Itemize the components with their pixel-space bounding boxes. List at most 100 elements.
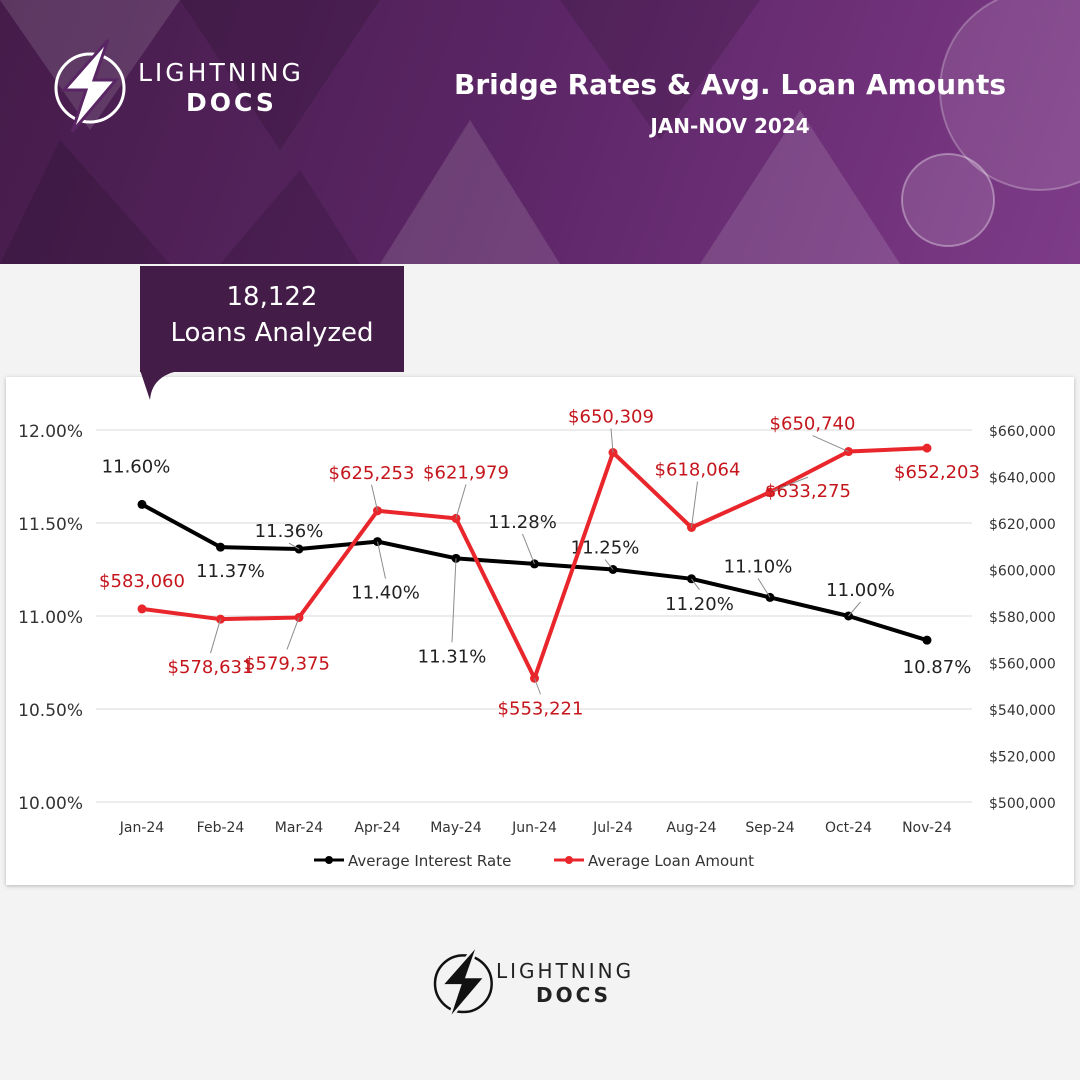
label-leader-line [534, 678, 541, 695]
legend-entry: Average Interest Rate [348, 852, 511, 870]
decorative-bubbles [901, 0, 1080, 247]
x-tick-label: Jan-24 [119, 820, 165, 836]
y-right-tick-label: $600,000 [989, 564, 1056, 580]
data-point [844, 447, 853, 457]
data-label: 11.20% [665, 594, 734, 615]
y-left-tick-label: 10.00% [18, 794, 83, 814]
y-right-tick-label: $560,000 [989, 657, 1056, 673]
data-label: 11.28% [488, 512, 557, 533]
data-point [137, 499, 147, 509]
data-label: 11.00% [826, 580, 895, 601]
data-label: $625,253 [329, 463, 415, 484]
x-tick-label: Feb-24 [197, 820, 245, 836]
label-leader-line [455, 484, 467, 519]
chart: 10.00% 10.50% 11.00% 11.50% 12.00% $500,000 $5… [18, 407, 1056, 870]
label-leader-line [377, 541, 386, 579]
label-leader-line [451, 558, 457, 643]
data-label: $650,740 [770, 414, 856, 435]
lightning-bolt-icon [433, 942, 493, 1022]
label-leader-line [604, 559, 614, 570]
data-label: $633,275 [765, 481, 851, 502]
data-label: $652,203 [894, 462, 980, 483]
label-leader-line [371, 484, 378, 511]
data-point [216, 542, 225, 552]
label-leader-line [757, 578, 771, 598]
loans-count: 18,122 [226, 282, 318, 312]
page-subtitle: JAN-NOV 2024 [650, 114, 810, 138]
x-tick-label: Nov-24 [902, 820, 952, 836]
data-label: $621,979 [423, 462, 509, 483]
y-right-tick-label: $520,000 [989, 750, 1056, 766]
data-label: $579,375 [244, 653, 330, 674]
data-point [765, 592, 775, 602]
data-point [137, 604, 147, 614]
header-banner: LIGHTNING DOCS Bridge Rates & Avg. Loan … [0, 0, 1080, 264]
data-label: $650,309 [568, 407, 654, 428]
legend-entry: Average Loan Amount [588, 852, 754, 870]
logo-wordmark-bottom: DOCS [186, 88, 277, 117]
x-tick-label: Oct-24 [825, 820, 872, 836]
label-leader-line [288, 542, 300, 550]
lightning-bolt-icon [54, 39, 126, 133]
y-left-tick-label: 10.50% [18, 701, 83, 721]
x-tick-label: Jun-24 [511, 820, 557, 836]
data-label: 11.10% [724, 556, 793, 577]
footer-wordmark-top: LIGHTNING [496, 959, 635, 983]
data-label: 11.60% [102, 456, 171, 477]
data-point [922, 443, 932, 453]
y-right-tick-label: $660,000 [989, 424, 1056, 440]
legend-swatch-marker [325, 856, 333, 864]
y-right-tick-label: $540,000 [989, 703, 1056, 719]
label-leader-line [610, 428, 614, 453]
label-leader-line [812, 435, 849, 452]
background-pattern [0, 0, 900, 264]
data-label: $578,631 [168, 657, 254, 678]
y-left-tick-label: 11.50% [18, 515, 83, 535]
label-leader-line [522, 533, 535, 565]
data-label: $553,221 [498, 698, 584, 719]
bubble-small [901, 153, 995, 247]
x-tick-label: Apr-24 [354, 820, 400, 836]
data-label: $583,060 [99, 571, 185, 592]
data-label: $618,064 [655, 460, 741, 481]
pattern-triangle [0, 140, 170, 264]
data-label: 11.40% [351, 583, 420, 604]
pattern-triangle [380, 120, 560, 264]
pattern-triangle [700, 110, 900, 264]
y-right-tick-label: $620,000 [989, 517, 1056, 533]
bubble-large [939, 0, 1080, 191]
data-label: 11.25% [571, 538, 640, 559]
callout-tail [140, 370, 184, 400]
label-leader-line [210, 619, 221, 654]
y-right-tick-label: $580,000 [989, 610, 1056, 626]
y-right-tick-label: $500,000 [989, 796, 1056, 812]
data-point [608, 448, 618, 458]
legend-swatch-marker [565, 856, 573, 864]
data-point [687, 523, 696, 533]
x-tick-label: Aug-24 [666, 820, 716, 836]
label-leader-line [769, 476, 809, 493]
label-leader-line [691, 578, 700, 591]
y-left-tick-label: 11.00% [18, 608, 83, 628]
pattern-triangle [220, 170, 360, 264]
loans-analyzed-callout: 18,122 Loans Analyzed [140, 266, 404, 372]
data-point [373, 537, 382, 547]
footer-wordmark-bottom: DOCS [536, 983, 612, 1007]
label-leader-line [286, 617, 300, 650]
data-label: 11.37% [196, 561, 265, 582]
data-point [451, 553, 461, 563]
x-tick-label: Jul-24 [592, 820, 633, 836]
loans-label: Loans Analyzed [170, 318, 374, 348]
footer-logo: LIGHTNING DOCS [430, 942, 670, 1022]
page-title: Bridge Rates & Avg. Loan Amounts [454, 68, 1006, 101]
label-leader-line [848, 601, 861, 617]
y-left-tick-label: 12.00% [18, 422, 83, 442]
x-tick-label: Sep-24 [745, 820, 794, 836]
y-right-tick-label: $640,000 [989, 471, 1056, 487]
pattern-triangle [560, 0, 760, 140]
logo-wordmark-top: LIGHTNING [138, 58, 304, 87]
pattern-triangle [180, 0, 380, 150]
chart-panel: 10.00% 10.50% 11.00% 11.50% 12.00% $500,000 $5… [6, 377, 1074, 885]
data-label: 11.31% [418, 646, 487, 667]
data-point [687, 574, 696, 584]
